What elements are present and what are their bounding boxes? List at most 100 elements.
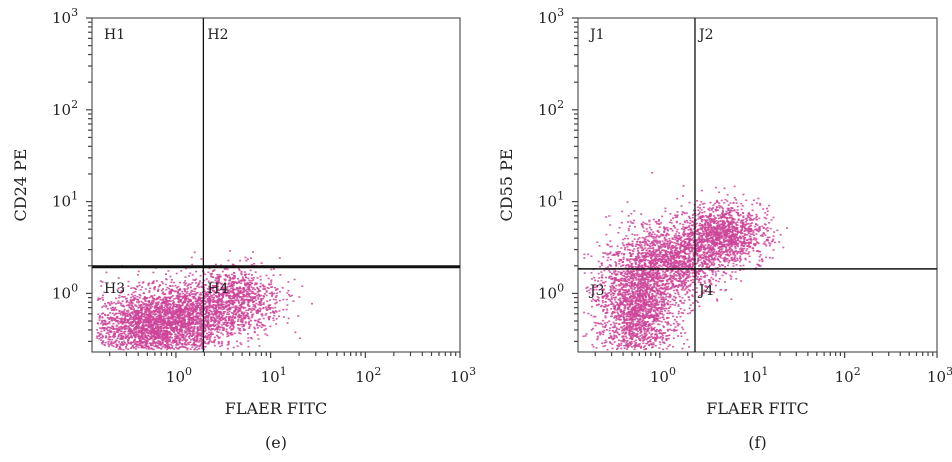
event-point-3499 [164, 307, 167, 310]
event-point-3505 [216, 315, 219, 317]
event-point-3616 [208, 267, 211, 270]
event-point-53 [193, 348, 196, 351]
event-point-1713 [124, 322, 127, 324]
event-point-3010 [217, 306, 220, 309]
event-point-569 [183, 330, 186, 332]
event-point-3407 [189, 303, 192, 305]
event-point-3092 [233, 332, 236, 335]
event-point-789 [642, 313, 645, 316]
event-point-1662 [162, 324, 165, 326]
event-point-3169 [270, 295, 273, 297]
event-point-1276 [138, 281, 141, 284]
event-point-3052 [221, 286, 224, 289]
event-point-2855 [218, 281, 221, 284]
event-point-1374 [148, 309, 151, 312]
event-point-2175 [183, 289, 186, 292]
event-point-944 [159, 343, 162, 346]
event-point-1122 [162, 340, 165, 342]
event-point-759 [150, 295, 153, 298]
event-point-2237 [140, 346, 143, 348]
event-point-3837 [168, 311, 171, 314]
event-point-3265 [254, 282, 257, 284]
event-point-751 [624, 272, 627, 274]
event-point-84 [644, 280, 646, 282]
event-point-2420 [232, 319, 235, 322]
event-point-1558 [98, 337, 101, 340]
event-point-160 [646, 330, 649, 333]
event-point-3823 [181, 313, 184, 316]
event-point-392 [183, 307, 186, 310]
event-point-2565 [264, 288, 266, 290]
event-point-276 [621, 332, 624, 334]
event-point-1848 [106, 308, 109, 310]
event-point-2922 [288, 294, 291, 296]
event-point-3578 [209, 317, 212, 319]
event-point-380 [661, 339, 664, 341]
event-point-3193 [212, 301, 215, 303]
event-point-3761 [213, 318, 216, 320]
event-point-3719 [244, 317, 247, 320]
event-point-1692 [185, 292, 188, 295]
event-point-3189 [217, 275, 220, 278]
event-point-1023 [116, 343, 119, 346]
event-point-1449 [139, 335, 142, 337]
event-point-1819 [130, 331, 133, 333]
event-point-2051 [170, 315, 173, 317]
event-point-2950 [258, 345, 261, 347]
event-point-1986 [172, 327, 175, 330]
event-point-1019 [646, 239, 649, 242]
event-point-1021 [116, 344, 119, 347]
event-point-3058 [208, 299, 211, 302]
event-point-2130 [182, 335, 185, 338]
event-point-3463 [195, 300, 197, 302]
event-point-3480 [181, 325, 183, 327]
event-point-1674 [115, 343, 118, 346]
event-point-3735 [162, 322, 165, 325]
event-point-1919 [179, 281, 181, 284]
event-point-942 [209, 313, 212, 316]
event-point-245 [221, 324, 224, 326]
event-point-1954 [129, 314, 132, 316]
event-point-756 [110, 301, 113, 303]
event-point-1957 [141, 324, 144, 326]
event-point-2124 [133, 335, 136, 337]
event-point-3524 [199, 304, 202, 306]
event-point-3533 [179, 301, 181, 303]
event-point-579 [648, 285, 651, 287]
event-point-278 [186, 342, 189, 344]
event-point-3324 [225, 306, 228, 308]
event-point-3798 [218, 328, 221, 331]
event-point-2845 [228, 308, 231, 311]
event-point-61 [220, 301, 223, 304]
event-point-1627 [139, 339, 142, 341]
event-point-3758 [205, 325, 208, 327]
event-point-2377 [249, 281, 252, 284]
event-point-1524 [167, 317, 170, 319]
event-point-2770 [264, 293, 266, 295]
event-point-262 [185, 334, 188, 336]
event-point-1181 [177, 333, 180, 335]
event-point-852 [606, 296, 609, 298]
event-point-1945 [101, 306, 104, 308]
event-point-3145 [274, 310, 277, 312]
event-point-169 [661, 215, 664, 218]
event-point-212 [152, 299, 155, 302]
event-point-2499 [262, 288, 265, 290]
event-point-1224 [145, 310, 148, 313]
event-point-3351 [219, 310, 222, 313]
event-point-855 [617, 345, 620, 348]
event-point-2218 [121, 320, 124, 323]
event-point-3072 [224, 291, 227, 294]
event-point-2536 [253, 262, 256, 265]
event-point-1949 [163, 312, 166, 315]
event-point-3771 [199, 308, 202, 311]
event-point-1988 [130, 302, 133, 304]
event-point-2822 [233, 292, 236, 295]
event-point-3749 [223, 306, 226, 308]
event-point-102 [616, 301, 619, 304]
event-point-1045 [645, 316, 648, 318]
event-point-3680 [132, 299, 135, 301]
event-point-415 [137, 328, 140, 330]
event-point-3391 [189, 298, 192, 301]
